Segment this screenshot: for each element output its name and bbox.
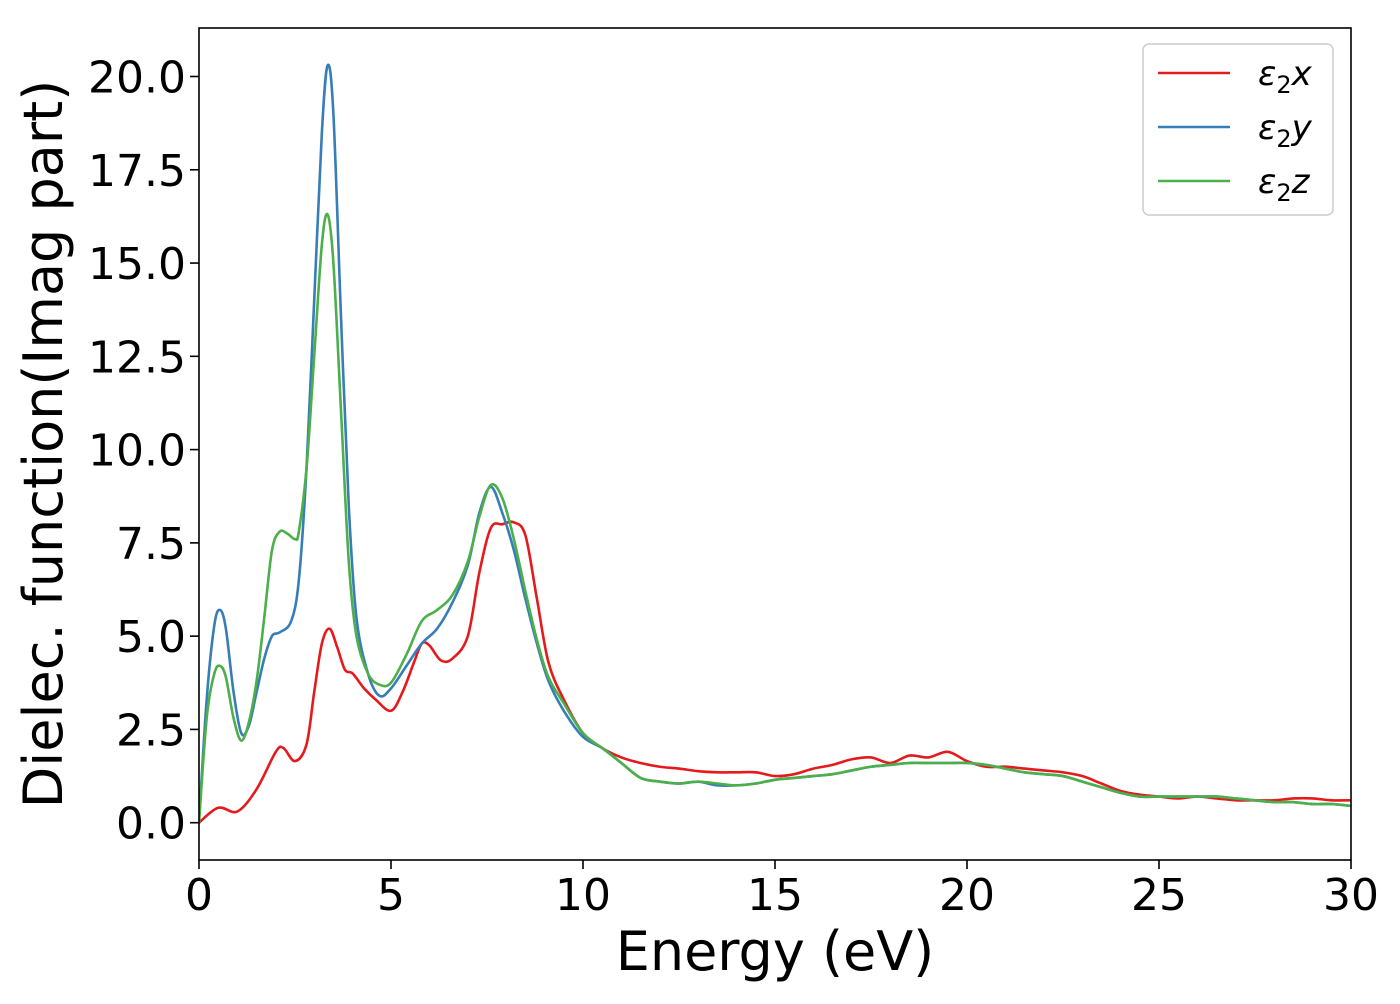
legend-label-y: ε2y	[1258, 108, 1313, 153]
series-line-z	[199, 212, 1351, 823]
legend: ε2x ε2y ε2z	[1142, 43, 1334, 216]
y-tick-label: 5.0	[116, 612, 186, 663]
series-layer	[199, 63, 1351, 824]
y-tick-label: 7.5	[116, 519, 186, 570]
legend-label-z: ε2z	[1258, 162, 1311, 207]
y-tick-label: 2.5	[116, 705, 186, 756]
x-tick-label: 5	[377, 870, 405, 921]
x-tick-label: 25	[1131, 870, 1187, 921]
y-tick-label: 12.5	[88, 332, 186, 383]
legend-label-x: ε2x	[1258, 54, 1313, 99]
legend-box	[1142, 43, 1334, 216]
y-tick-label: 17.5	[88, 146, 186, 197]
y-tick-label: 10.0	[88, 426, 186, 477]
x-tick-label: 15	[747, 870, 803, 921]
x-tick-label: 20	[939, 870, 995, 921]
x-tick-label: 10	[555, 870, 611, 921]
x-tick-label: 30	[1323, 870, 1379, 921]
x-axis-title: Energy (eV)	[616, 920, 935, 983]
y-axis: 0.0 2.5 5.0 7.5 10.0 12.5 15.0 17.5 20.0	[88, 53, 199, 850]
x-axis: 0 5 10 15 20 25 30	[185, 860, 1379, 921]
series-line-x	[199, 520, 1351, 824]
x-tick-label: 0	[185, 870, 213, 921]
y-axis-title: Dielec. function(Imag part)	[12, 80, 75, 809]
y-tick-label: 0.0	[116, 799, 186, 850]
y-tick-label: 15.0	[88, 239, 186, 290]
y-tick-label: 20.0	[88, 53, 186, 104]
